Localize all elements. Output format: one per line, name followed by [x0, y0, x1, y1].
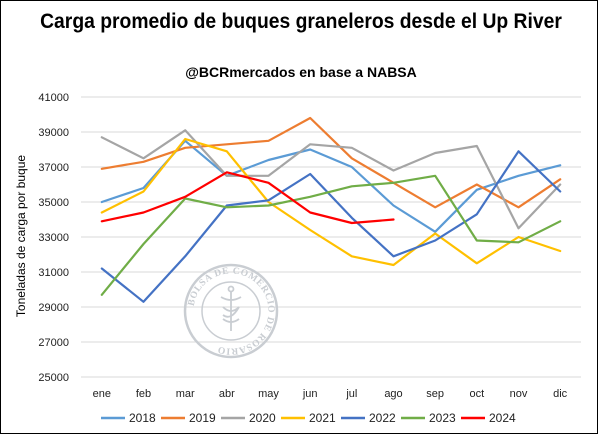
legend-label-2023: 2023 — [429, 411, 456, 425]
y-tick-label: 37000 — [38, 162, 69, 174]
x-tick-label: nov — [510, 388, 528, 400]
series-line-2024 — [100, 171, 395, 225]
x-axis-tick-labels: ene feb mar abr may jun jul ago sep oct nov dic — [93, 388, 568, 400]
x-tick-label: jun — [302, 388, 318, 400]
x-tick-label: feb — [136, 388, 151, 400]
y-tick-label: 29000 — [38, 302, 69, 314]
y-tick-label: 31000 — [38, 267, 69, 279]
legend-label-2020: 2020 — [249, 411, 276, 425]
y-tick-label: 27000 — [38, 337, 69, 349]
legend: 2018 2019 2020 2021 2022 2023 2024 — [101, 411, 516, 425]
x-tick-label: sep — [426, 388, 444, 400]
chart-subtitle: @BCRmercados en base a NABSA — [185, 64, 417, 80]
chart-title: Carga promedio de buques graneleros desd… — [40, 10, 562, 33]
series-line-2021 — [100, 137, 562, 267]
x-tick-label: ene — [93, 388, 111, 400]
series-line-2019 — [100, 116, 562, 209]
x-tick-label: ago — [384, 388, 402, 400]
series-lines — [100, 116, 562, 303]
bcr-seal-watermark: BOLSA DE COMERCIO DE ROSARIO — [183, 263, 279, 359]
legend-label-2022: 2022 — [369, 411, 396, 425]
y-axis-label: Toneladas de carga por buque — [14, 155, 28, 317]
y-axis-tick-labels: 25000 27000 29000 31000 33000 35000 37000 39000… — [38, 92, 69, 384]
x-tick-label: abr — [219, 388, 235, 400]
gridlines — [81, 96, 581, 378]
seal-inner-ring — [201, 281, 261, 341]
x-tick-label: oct — [469, 388, 484, 400]
series-line-2022 — [100, 150, 562, 303]
legend-label-2018: 2018 — [129, 411, 156, 425]
y-tick-label: 25000 — [38, 372, 69, 384]
y-tick-label: 33000 — [38, 232, 69, 244]
y-tick-label: 39000 — [38, 127, 69, 139]
caduceus-icon — [220, 285, 242, 331]
legend-label-2021: 2021 — [309, 411, 336, 425]
y-tick-label: 41000 — [38, 92, 69, 104]
y-tick-label: 35000 — [38, 197, 69, 209]
x-tick-label: dic — [553, 388, 568, 400]
legend-label-2024: 2024 — [489, 411, 516, 425]
series-line-2023 — [100, 174, 562, 296]
legend-label-2019: 2019 — [189, 411, 216, 425]
seal-outer-ring — [183, 263, 279, 359]
x-tick-label: jul — [345, 388, 357, 400]
series-line-2020 — [100, 129, 562, 230]
x-tick-label: mar — [176, 388, 195, 400]
x-tick-label: may — [258, 388, 279, 400]
